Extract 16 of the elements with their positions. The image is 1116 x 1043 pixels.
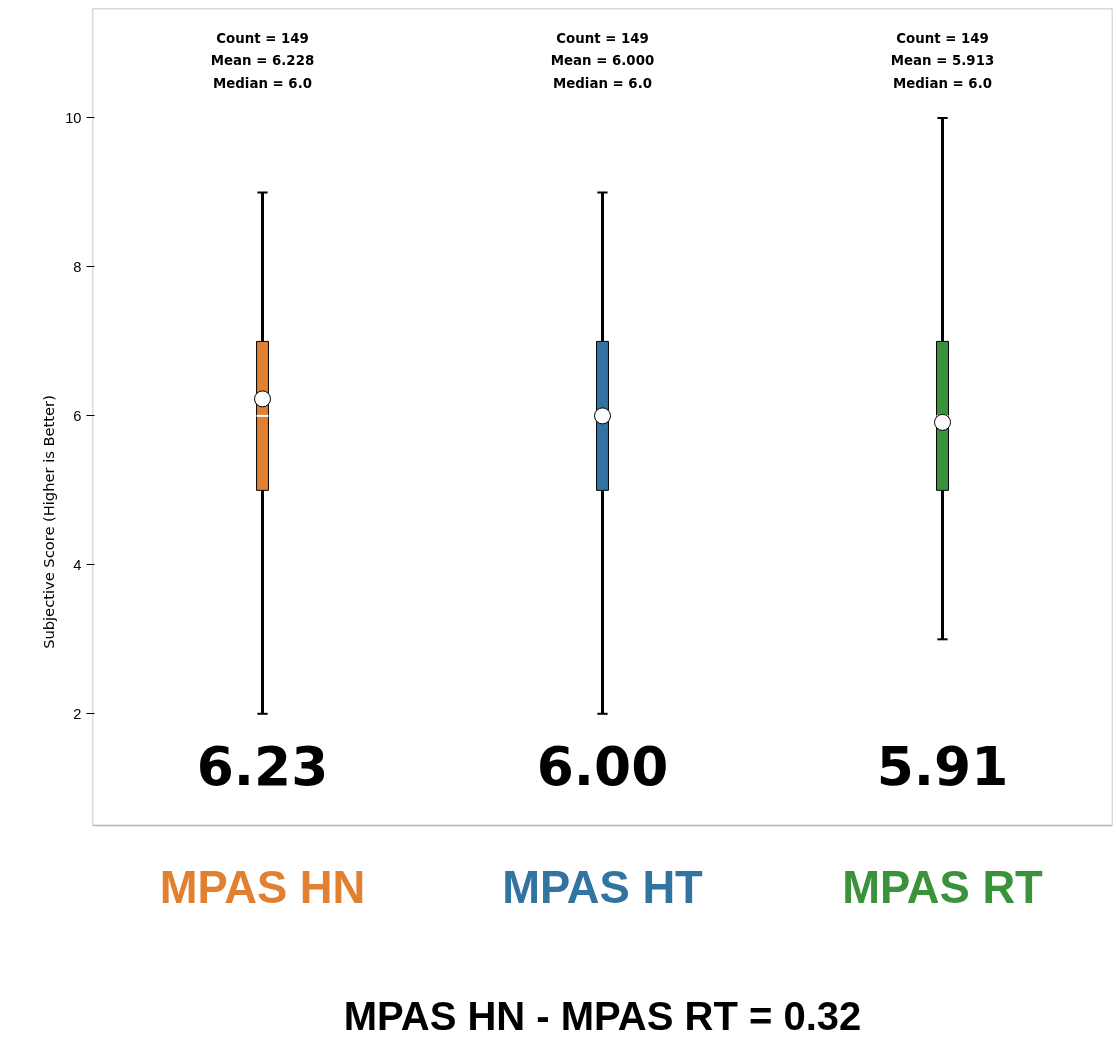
annotation: Count = 149 Mean = 6.228 Median = 6.0 <box>210 30 315 91</box>
x-tick-label: MPAS HT <box>502 862 704 913</box>
y-tick-label: 8 <box>73 258 82 275</box>
y-tick-label: 10 <box>65 109 82 126</box>
annotation: 6.00 <box>536 735 669 798</box>
x-tick-label: MPAS RT <box>842 862 1044 913</box>
annotation: 6.23 <box>196 735 329 798</box>
y-tick-label: 6 <box>73 407 82 424</box>
y-tick-label: 2 <box>73 705 82 722</box>
x-tick-label: MPAS HN <box>159 862 366 913</box>
y-axis-title: Subjective Score (Higher is Better) <box>40 395 58 649</box>
annotation: Count = 149 Mean = 5.913 Median = 6.0 <box>890 30 995 91</box>
annotation: Count = 149 Mean = 6.000 Median = 6.0 <box>550 30 655 91</box>
y-tick-label: 4 <box>73 556 82 573</box>
text: MPAS HN - MPAS RT = 0.32 <box>343 993 862 1038</box>
annotation: 5.91 <box>876 735 1009 798</box>
